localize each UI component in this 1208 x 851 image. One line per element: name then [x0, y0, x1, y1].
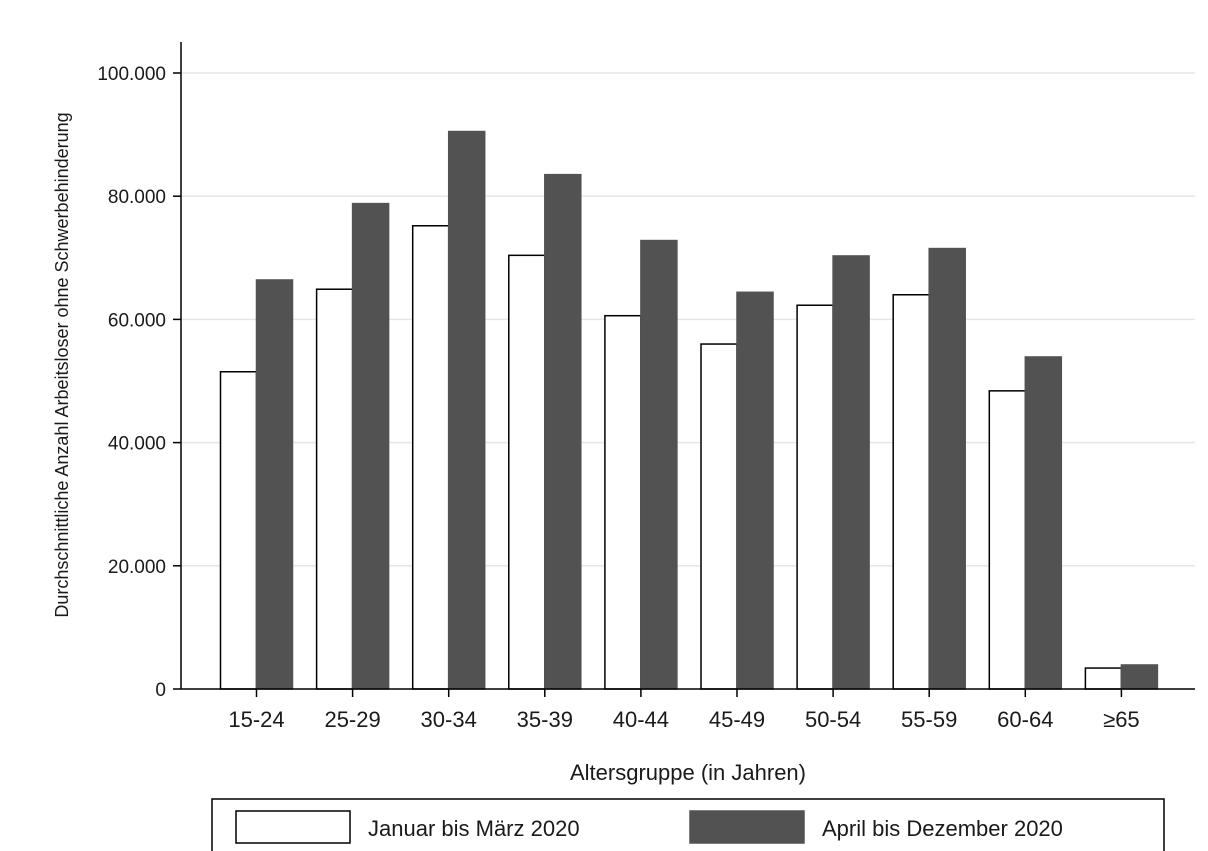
bar-jan-maerz-0: [219, 371, 258, 690]
bar-jan-maerz-8: [988, 390, 1027, 690]
bars: [219, 130, 1159, 690]
bar-jan-maerz-6: [796, 304, 834, 690]
x-tick-label: 35-39: [517, 707, 573, 732]
x-tick-label: 55-59: [901, 707, 957, 732]
bar-apr-dez-0: [255, 279, 294, 690]
bar-apr-dez-8: [1024, 356, 1063, 690]
bar-apr-dez-3: [544, 173, 582, 690]
y-tick-label: 20.000: [108, 557, 166, 578]
x-tick-label: 60-64: [997, 707, 1053, 732]
x-tick-label: 30-34: [421, 707, 477, 732]
x-tick-label: 15-24: [228, 707, 284, 732]
x-tick-labels: 15-24 25-29 30-34 35-39 40-44 45-49 50-54 55-59…: [228, 689, 1140, 732]
bar-jan-maerz-5: [700, 343, 738, 690]
legend-swatch-1: [689, 810, 805, 844]
bar-jan-maerz-7: [892, 294, 930, 690]
bar-apr-dez-9: [1120, 664, 1159, 690]
bar-jan-maerz-3: [508, 254, 546, 690]
x-tick-label: 45-49: [709, 707, 765, 732]
y-tick-label: 80.000: [108, 187, 166, 208]
legend-label-1: April bis Dezember 2020: [822, 816, 1063, 841]
x-tick-label: 40-44: [613, 707, 669, 732]
bar-apr-dez-4: [640, 239, 678, 690]
bar-jan-maerz-9: [1084, 667, 1123, 690]
bar-jan-maerz-4: [604, 314, 642, 690]
legend: Januar bis März 2020 April bis Dezember 2…: [211, 798, 1165, 851]
y-tick-label: 40.000: [108, 434, 166, 455]
y-ticks: 0 20.000 40.000 60.000 80.000 100.000: [97, 64, 181, 701]
y-tick-label: 0: [155, 680, 166, 701]
bar-apr-dez-7: [928, 247, 966, 690]
legend-label-0: Januar bis März 2020: [368, 816, 580, 841]
bar-apr-dez-5: [736, 291, 774, 690]
bar-jan-maerz-2: [411, 225, 450, 690]
bar-jan-maerz-1: [315, 288, 354, 690]
bar-apr-dez-1: [351, 202, 390, 690]
bar-apr-dez-6: [832, 255, 870, 690]
x-axis-title: Altersgruppe (in Jahren): [570, 760, 806, 785]
bar-apr-dez-2: [447, 130, 486, 690]
x-tick-label: 25-29: [324, 707, 380, 732]
x-tick-label: 50-54: [805, 707, 861, 732]
legend-frame: [211, 798, 1165, 851]
y-axis-title: Durchschnittliche Anzahl Arbeitsloser oh…: [52, 112, 72, 617]
x-tick-label: ≥65: [1103, 707, 1140, 732]
legend-swatch-0: [235, 810, 351, 844]
y-tick-label: 60.000: [108, 310, 166, 331]
y-tick-label: 100.000: [97, 64, 166, 85]
